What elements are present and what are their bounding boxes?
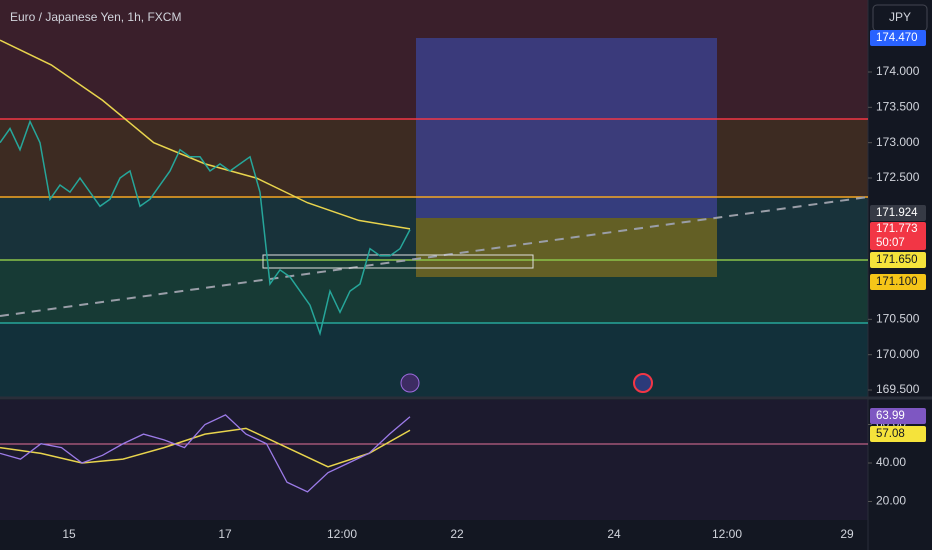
price-badge bbox=[870, 222, 926, 250]
rsi-tick-label: 20.00 bbox=[876, 494, 906, 508]
zone-bottom bbox=[0, 323, 868, 398]
countdown: 50:07 bbox=[876, 237, 905, 249]
rsi-ma-line bbox=[0, 427, 411, 468]
time-label: 12:00 bbox=[712, 527, 742, 541]
profit-zone bbox=[416, 38, 717, 218]
rsi-line bbox=[0, 414, 411, 493]
price-tick-label: 170.500 bbox=[876, 312, 920, 326]
time-label: 24 bbox=[607, 527, 621, 541]
zone-box bbox=[262, 254, 534, 269]
event-icon[interactable] bbox=[400, 373, 420, 393]
badge-label: 171.924 bbox=[876, 207, 918, 219]
price-badge bbox=[870, 274, 926, 290]
price-badge bbox=[870, 408, 926, 424]
loss-zone bbox=[416, 218, 717, 277]
price-tick-label: 170.000 bbox=[876, 347, 920, 361]
price-badge bbox=[870, 426, 926, 442]
event-icon[interactable] bbox=[633, 373, 653, 393]
time-label: 29 bbox=[840, 527, 854, 541]
rsi-pane bbox=[0, 400, 868, 520]
badge-label: 174.470 bbox=[876, 32, 918, 44]
badge-label: 171.773 bbox=[876, 223, 918, 235]
chart-title: Euro / Japanese Yen, 1h, FXCM bbox=[10, 10, 181, 24]
badge-label: 57.08 bbox=[876, 428, 905, 440]
price-tick-label: 173.500 bbox=[876, 100, 920, 114]
time-label: 17 bbox=[218, 527, 232, 541]
trend-line bbox=[0, 196, 869, 317]
price-badge bbox=[870, 252, 926, 268]
price-tick-label: 172.500 bbox=[876, 170, 920, 184]
currency-label: JPY bbox=[889, 10, 911, 24]
price-badge bbox=[870, 30, 926, 46]
price-tick-label: 173.000 bbox=[876, 135, 920, 149]
badge-label: 63.99 bbox=[876, 410, 905, 422]
price-line bbox=[0, 119, 411, 337]
price-tick-label: 174.000 bbox=[876, 64, 920, 78]
badge-label: 171.650 bbox=[876, 254, 918, 266]
price-badge bbox=[870, 205, 926, 221]
time-label: 15 bbox=[62, 527, 76, 541]
rsi-tick-label: 40.00 bbox=[876, 455, 906, 469]
price-tick-label: 169.500 bbox=[876, 382, 920, 396]
time-label: 22 bbox=[450, 527, 464, 541]
badge-label: 171.100 bbox=[876, 276, 918, 288]
time-label: 12:00 bbox=[327, 527, 357, 541]
